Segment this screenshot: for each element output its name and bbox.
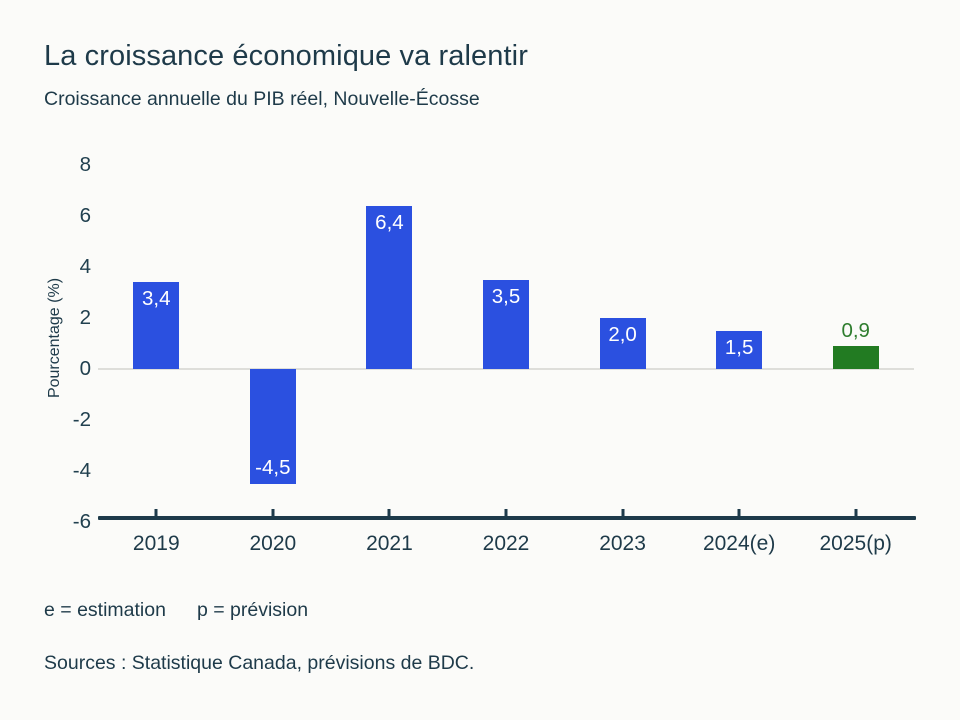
bar-2019 xyxy=(133,282,180,369)
bar-value-label: -4,5 xyxy=(255,455,291,479)
x-axis-line xyxy=(98,516,916,520)
bar-value-label: 2,0 xyxy=(608,323,637,347)
bar-value-label: 0,9 xyxy=(841,319,870,343)
x-axis-tick xyxy=(504,509,508,516)
bar-2021 xyxy=(366,206,413,369)
bar-value-label: 1,5 xyxy=(724,335,754,359)
x-axis-label: 2020 xyxy=(249,532,297,555)
bar-value-label: 6,4 xyxy=(375,211,404,235)
bar-value-label: 3,5 xyxy=(491,284,521,308)
x-axis-tick xyxy=(154,509,158,516)
x-axis-label: 2019 xyxy=(132,532,180,555)
y-tick-label: 8 xyxy=(79,153,91,177)
x-axis-tick xyxy=(621,509,625,516)
y-tick-label: -4 xyxy=(72,458,91,482)
bar-value-label: 3,4 xyxy=(142,287,171,311)
sources-line: Sources : Statistique Canada, prévisions… xyxy=(44,652,475,674)
y-tick-label: 6 xyxy=(79,204,91,228)
bar-2020 xyxy=(249,369,296,484)
x-axis-tick xyxy=(737,509,741,516)
y-tick-label: 2 xyxy=(79,306,91,330)
x-axis-label: 2021 xyxy=(366,532,413,555)
x-axis-label: 2024(e) xyxy=(702,532,776,555)
x-axis-tick xyxy=(271,509,275,516)
chart-title: La croissance économique va ralentir xyxy=(44,40,528,72)
zero-gridline xyxy=(98,368,914,370)
footnote-prevision: p = prévision xyxy=(196,599,309,621)
x-axis-label: 2025(p) xyxy=(819,532,892,555)
y-tick-label: -2 xyxy=(72,407,91,431)
y-tick-label: -6 xyxy=(72,509,91,533)
footnote-legend: e = estimation p = prévision xyxy=(44,599,308,622)
x-axis-label: 2022 xyxy=(482,532,530,555)
bar-2024(e) xyxy=(716,330,763,369)
y-tick-label: 0 xyxy=(79,357,91,380)
bar-2022 xyxy=(483,279,529,369)
bar-2023 xyxy=(599,318,646,369)
chart-subtitle: Croissance annuelle du PIB réel, Nouvell… xyxy=(44,88,480,110)
footnote-estimation: e = estimation xyxy=(44,599,166,621)
x-axis-tick xyxy=(854,509,858,516)
bar-2025(p) xyxy=(832,346,879,369)
x-axis-label: 2023 xyxy=(599,532,646,555)
x-axis-tick xyxy=(387,509,391,516)
y-tick-label: 4 xyxy=(79,255,91,279)
